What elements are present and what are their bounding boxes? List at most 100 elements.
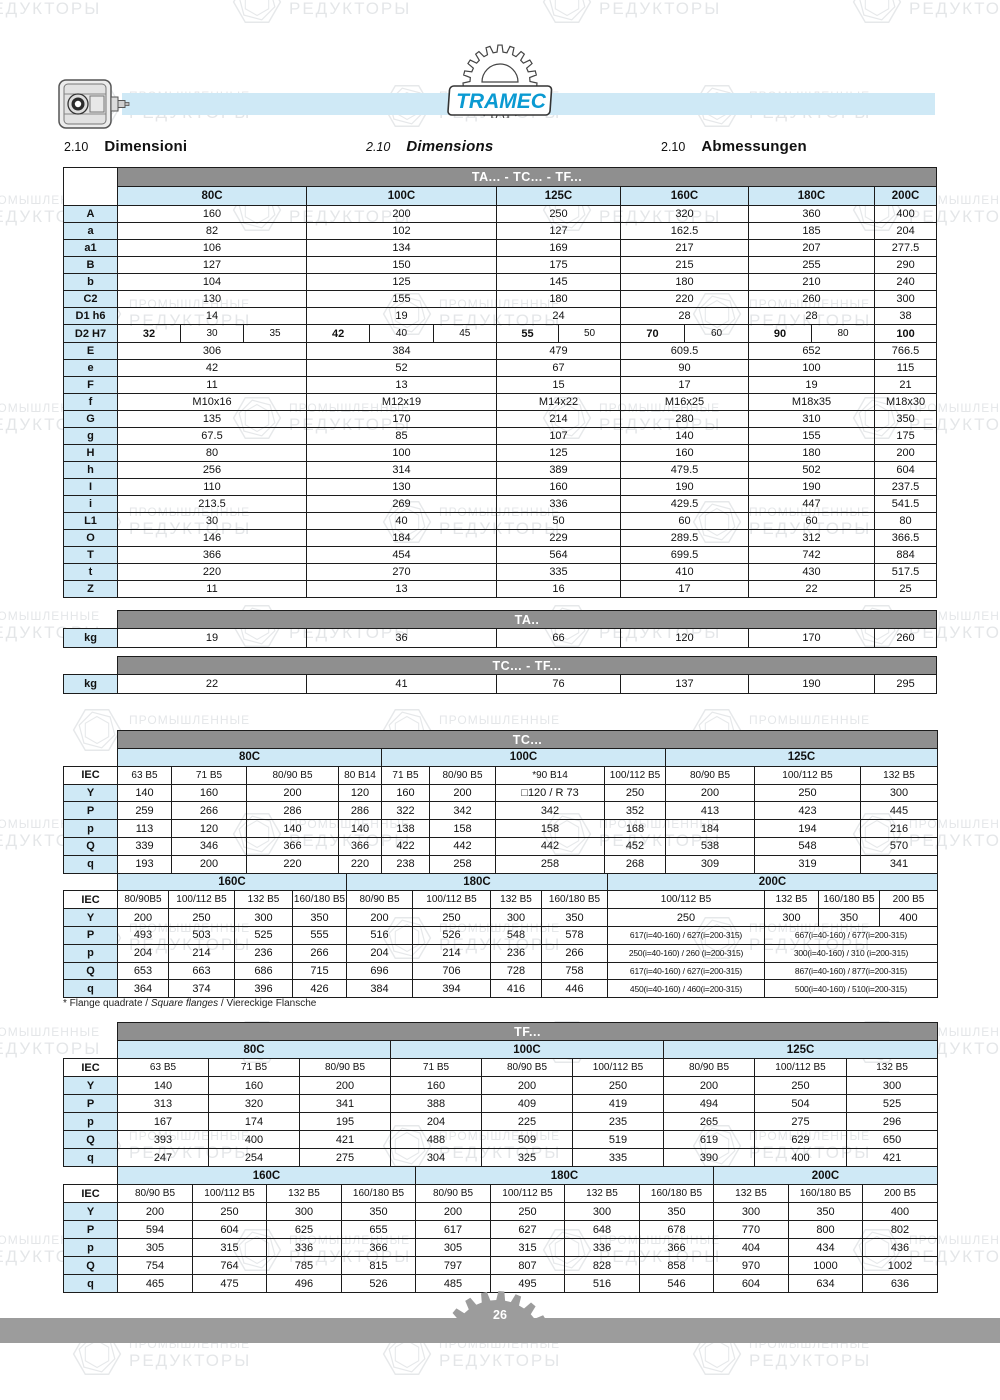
value-cell: M18x30 xyxy=(873,393,938,411)
value-cell: 300 xyxy=(845,1076,939,1095)
value-cell: 314 xyxy=(306,461,497,479)
spacer-cell xyxy=(64,749,118,767)
value-cell: 300 xyxy=(873,290,938,308)
row-label: Y xyxy=(63,908,118,927)
group-header: 80C xyxy=(117,1040,391,1059)
row-label: p xyxy=(63,943,118,963)
value-cell: 495 xyxy=(490,1274,565,1293)
column-header: 80/90 B5 xyxy=(429,765,496,785)
value-cell: 475 xyxy=(192,1274,267,1293)
value-cell: 629 xyxy=(754,1130,847,1149)
value-cell: 304 xyxy=(390,1148,482,1167)
value-cell: 447 xyxy=(748,495,875,513)
value-cell: 50 xyxy=(496,512,621,530)
value-cell: 180 xyxy=(496,290,621,308)
value-cell: 366 xyxy=(639,1238,714,1257)
value-cell: 400 xyxy=(879,908,938,927)
value-cell: 169 xyxy=(496,239,621,257)
value-cell: 410 xyxy=(620,563,749,581)
value-cell: 488 xyxy=(390,1130,482,1149)
row-label: I xyxy=(63,478,118,496)
value-cell: 200 xyxy=(481,1076,573,1095)
value-cell: 342 xyxy=(429,801,496,821)
value-cell: 516 xyxy=(346,925,413,945)
value-cell: 436 xyxy=(862,1238,938,1257)
value-cell: 350 xyxy=(873,410,938,428)
value-cell: 250 xyxy=(192,1202,267,1221)
value-cell: 300(i=40-160) / 310 (i=200-315) xyxy=(764,943,938,963)
column-header: 80/90 B5 xyxy=(663,1058,755,1077)
value-cell: 422 xyxy=(381,836,430,856)
row-label: Y xyxy=(63,1076,118,1095)
value-cell: 237.5 xyxy=(873,478,938,496)
value-cell: 320 xyxy=(208,1094,300,1113)
value-cell: 145 xyxy=(496,273,621,291)
column-header: 80/90 B5 xyxy=(415,1184,491,1203)
footnote-text: * Flange quadrate / xyxy=(63,998,151,1009)
value-cell: 336 xyxy=(496,495,621,513)
value-cell: 60 xyxy=(620,512,749,530)
value-cell: 442 xyxy=(429,836,496,856)
iec-label: IEC xyxy=(63,1058,118,1077)
value-cell: 170 xyxy=(306,410,497,428)
row-label: i xyxy=(63,495,118,513)
value-cell: 275 xyxy=(299,1148,391,1167)
spacer-cell xyxy=(64,657,118,675)
column-header: 80 B14 xyxy=(338,765,382,785)
column-header: 132 B5 xyxy=(713,1184,789,1203)
value-cell: 300 xyxy=(234,908,293,927)
column-header: 80/90 B5 xyxy=(299,1058,391,1077)
value-cell: 336 xyxy=(564,1238,640,1257)
value-cell: 14 xyxy=(117,307,307,325)
watermark-line2: РЕДУКТОРЫ xyxy=(599,0,722,18)
value-cell: 250 xyxy=(496,205,621,223)
watermark-hexagon-icon xyxy=(852,0,902,23)
value-cell: 1000 xyxy=(788,1256,863,1275)
section-number: 2.10 xyxy=(661,140,686,154)
value-cell: 421 xyxy=(845,1148,939,1167)
value-cell: 758 xyxy=(541,961,608,981)
split-value: 42 xyxy=(332,327,345,340)
value-cell: 335 xyxy=(496,563,621,581)
value-cell: 80 xyxy=(873,512,938,530)
column-header: 132 B5 xyxy=(845,1058,939,1077)
split-value: 90 xyxy=(773,327,787,340)
value-cell: 519 xyxy=(572,1130,664,1149)
split-value: 70 xyxy=(646,327,659,340)
row-label: q xyxy=(63,1148,118,1167)
value-cell: 250(i=40-160) / 260 (i=200-315) xyxy=(607,943,765,963)
value-cell: 17 xyxy=(620,376,749,394)
value-cell: 190 xyxy=(748,478,875,496)
value-cell: 315 xyxy=(192,1238,267,1257)
value-cell: 250 xyxy=(572,1076,664,1095)
value-cell: 286 xyxy=(246,801,339,821)
value-cell: 120 xyxy=(620,628,749,648)
group-header: 125C xyxy=(665,748,938,767)
value-cell: 120 xyxy=(171,819,247,838)
value-cell: 663 xyxy=(168,961,235,981)
row-label: Q xyxy=(63,1256,118,1275)
value-cell: 384 xyxy=(346,979,413,999)
value-cell: 516 xyxy=(564,1274,640,1293)
column-header: 132 B5 xyxy=(490,890,542,910)
value-cell: 150 xyxy=(306,256,497,274)
table-title: TA... - TC... - TF... xyxy=(116,167,938,187)
value-cell: 503 xyxy=(168,925,235,945)
value-cell: 269 xyxy=(306,495,497,513)
value-cell: 160 xyxy=(171,783,247,803)
value-cell: 200 xyxy=(299,1076,391,1095)
row-label: B xyxy=(63,256,118,274)
value-cell: 815 xyxy=(341,1256,416,1275)
tc-table-top: TC... 80C 100C 125C IEC 63 B5 71 B5 80/90 B5 80 … xyxy=(63,730,938,874)
row-label: b xyxy=(63,273,118,291)
row-label: D1 h6 xyxy=(63,307,118,325)
value-cell: 648 xyxy=(564,1220,640,1239)
value-cell: 548 xyxy=(754,836,861,856)
column-header: 63 B5 xyxy=(117,765,172,785)
value-cell: 479.5 xyxy=(620,461,749,479)
value-cell: 250 xyxy=(412,908,491,927)
value-cell: 485 xyxy=(415,1274,491,1293)
column-header: 100/112 B5 xyxy=(192,1184,267,1203)
iec-label: IEC xyxy=(63,765,118,785)
value-cell: 400 xyxy=(208,1130,300,1149)
